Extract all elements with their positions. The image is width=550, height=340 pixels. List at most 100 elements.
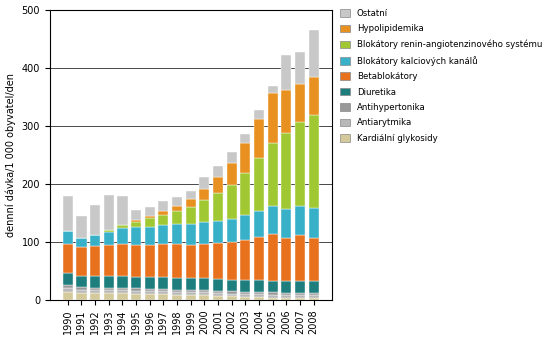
Bar	[295, 122, 305, 206]
Bar	[63, 196, 73, 231]
Bar	[281, 282, 292, 293]
Bar	[103, 293, 114, 300]
Bar	[131, 227, 141, 245]
Bar	[76, 276, 86, 287]
Bar	[158, 289, 168, 291]
Bar	[240, 142, 250, 173]
Bar	[267, 298, 278, 300]
Bar	[117, 196, 128, 225]
Bar	[131, 277, 141, 288]
Legend: Ostatní, Hypolipidemika, Blokátory renin-angiotenzinového systému, Blokátory kal: Ostatní, Hypolipidemika, Blokátory renin…	[339, 8, 543, 144]
Bar	[90, 290, 100, 293]
Bar	[131, 288, 141, 291]
Bar	[76, 246, 86, 276]
Bar	[295, 235, 305, 282]
Bar	[213, 243, 223, 279]
Bar	[145, 207, 155, 216]
Bar	[254, 110, 264, 119]
Bar	[76, 290, 86, 293]
Bar	[131, 222, 141, 227]
Bar	[185, 245, 196, 278]
Bar	[158, 277, 168, 289]
Bar	[185, 290, 196, 292]
Y-axis label: dennní dávka/1 000 obyvatel/den: dennní dávka/1 000 obyvatel/den	[6, 73, 16, 237]
Bar	[227, 279, 237, 291]
Bar	[254, 158, 264, 210]
Bar	[281, 293, 292, 295]
Bar	[254, 294, 264, 297]
Bar	[63, 288, 73, 292]
Bar	[76, 238, 86, 246]
Bar	[281, 209, 292, 238]
Bar	[185, 207, 196, 224]
Bar	[185, 200, 196, 207]
Bar	[63, 292, 73, 300]
Bar	[213, 193, 223, 221]
Bar	[240, 297, 250, 300]
Bar	[90, 205, 100, 236]
Bar	[199, 244, 210, 278]
Bar	[267, 142, 278, 206]
Bar	[131, 245, 141, 277]
Bar	[145, 291, 155, 294]
Bar	[158, 225, 168, 244]
Bar	[90, 293, 100, 300]
Bar	[172, 290, 182, 292]
Bar	[267, 86, 278, 93]
Bar	[267, 292, 278, 295]
Bar	[213, 291, 223, 293]
Bar	[76, 293, 86, 300]
Bar	[213, 296, 223, 300]
Bar	[199, 278, 210, 290]
Bar	[295, 52, 305, 84]
Bar	[240, 134, 250, 142]
Bar	[131, 293, 141, 300]
Bar	[267, 281, 278, 292]
Bar	[145, 216, 155, 218]
Bar	[158, 215, 168, 225]
Bar	[240, 294, 250, 297]
Bar	[240, 280, 250, 292]
Bar	[76, 287, 86, 290]
Bar	[309, 77, 319, 115]
Bar	[309, 31, 319, 77]
Bar	[227, 291, 237, 293]
Bar	[281, 295, 292, 298]
Bar	[227, 185, 237, 219]
Bar	[117, 293, 128, 300]
Bar	[254, 280, 264, 292]
Bar	[309, 293, 319, 295]
Bar	[145, 245, 155, 277]
Bar	[213, 293, 223, 296]
Bar	[213, 279, 223, 291]
Bar	[227, 242, 237, 279]
Bar	[172, 295, 182, 300]
Bar	[158, 211, 168, 215]
Bar	[185, 295, 196, 300]
Bar	[295, 84, 305, 122]
Bar	[158, 201, 168, 211]
Bar	[227, 152, 237, 163]
Bar	[199, 292, 210, 295]
Bar	[90, 236, 100, 246]
Bar	[117, 290, 128, 293]
Bar	[131, 210, 141, 220]
Bar	[199, 290, 210, 292]
Bar	[185, 278, 196, 290]
Bar	[267, 295, 278, 298]
Bar	[103, 288, 114, 290]
Bar	[117, 244, 128, 276]
Bar	[172, 211, 182, 224]
Bar	[213, 177, 223, 193]
Bar	[295, 295, 305, 298]
Bar	[117, 228, 128, 244]
Bar	[309, 282, 319, 293]
Bar	[172, 224, 182, 244]
Bar	[227, 219, 237, 242]
Bar	[76, 216, 86, 238]
Bar	[145, 218, 155, 227]
Bar	[281, 238, 292, 282]
Bar	[185, 292, 196, 295]
Bar	[254, 292, 264, 294]
Bar	[185, 224, 196, 245]
